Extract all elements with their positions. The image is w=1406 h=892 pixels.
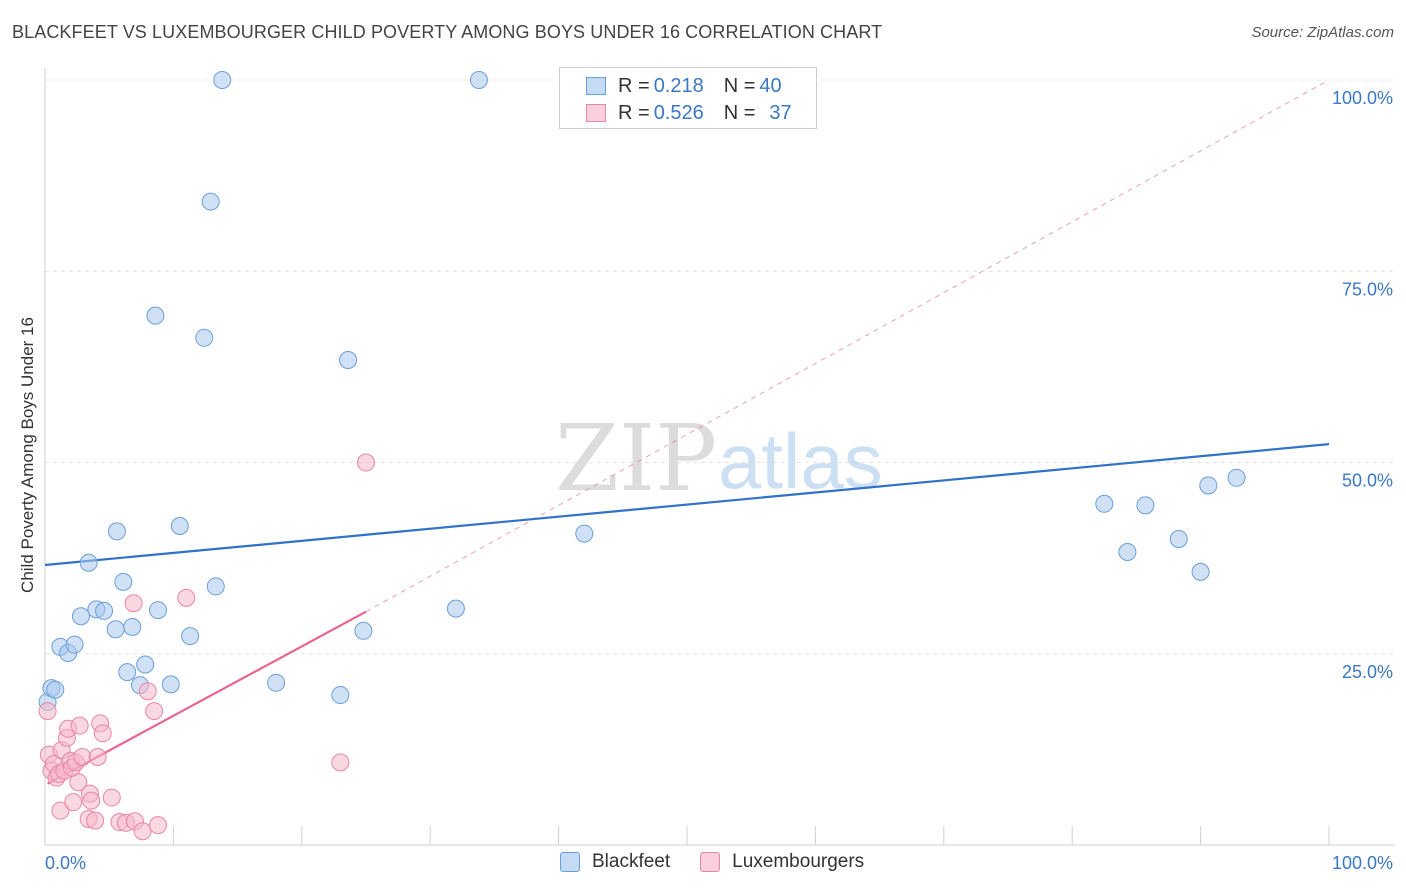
point-blackfeet (123, 617, 142, 636)
point-luxembourgers (357, 453, 375, 472)
point-blackfeet (65, 635, 84, 654)
legend-n-label: N = (723, 74, 756, 97)
legend-r-value: 0.218 (653, 74, 704, 97)
series-legend-label: Blackfeet (592, 851, 671, 872)
point-blackfeet (213, 71, 232, 89)
point-blackfeet (1199, 476, 1218, 495)
point-blackfeet (106, 620, 125, 639)
legend-row-luxembourgers: R = 0.526 N = 37 (586, 101, 792, 125)
point-luxembourgers (138, 682, 157, 701)
point-blackfeet (354, 621, 373, 640)
y-tick-label: 50.0% (1342, 471, 1393, 491)
point-luxembourgers (102, 788, 121, 807)
point-blackfeet (1095, 494, 1114, 513)
series-swatch-luxembourgers (700, 852, 721, 872)
point-blackfeet (181, 627, 200, 646)
point-blackfeet (1191, 562, 1210, 581)
watermark-atlas: atlas (718, 417, 883, 505)
point-blackfeet (170, 516, 189, 535)
point-blackfeet (161, 675, 180, 694)
legend-r-label: R = (618, 101, 650, 124)
point-luxembourgers (64, 793, 83, 812)
grid-lines (45, 79, 1395, 655)
point-luxembourgers (51, 801, 70, 820)
point-blackfeet (148, 601, 167, 620)
point-luxembourgers (70, 716, 89, 735)
legend-n-value: 40 (759, 74, 782, 97)
legend-swatch-luxembourgers (586, 104, 606, 122)
x-tick-label: 0.0% (45, 853, 86, 873)
legend-row-blackfeet: R = 0.218 N = 40 (586, 74, 782, 98)
series-legend-luxembourgers: Luxembourgers (700, 851, 864, 873)
point-luxembourgers (331, 753, 350, 772)
point-blackfeet (71, 607, 90, 626)
point-blackfeet (267, 673, 286, 692)
point-blackfeet (146, 306, 165, 325)
point-luxembourgers (93, 724, 112, 743)
point-blackfeet (95, 601, 114, 620)
trend-extension-1 (365, 79, 1330, 613)
legend-n-label: N = (723, 101, 756, 124)
point-luxembourgers (88, 748, 107, 767)
point-blackfeet (107, 522, 126, 541)
point-blackfeet (1136, 496, 1155, 515)
trend-line-blackfeet (44, 443, 1330, 567)
point-luxembourgers (86, 811, 105, 830)
point-blackfeet (114, 572, 133, 591)
point-luxembourgers (124, 594, 143, 613)
point-blackfeet (201, 192, 220, 211)
stats-legend: R = 0.218 N = 40 R = 0.526 N = 37 (559, 67, 817, 129)
series-legend-blackfeet: Blackfeet (560, 851, 670, 873)
series-legend-label: Luxembourgers (732, 851, 865, 872)
point-blackfeet (79, 553, 98, 572)
y-tick-label: 25.0% (1342, 662, 1393, 682)
source-label: Source: ZipAtlas.com (1251, 24, 1394, 41)
watermark-zip: ZIP (555, 405, 717, 512)
point-blackfeet (136, 655, 155, 674)
y-tick-label: 100.0% (1332, 88, 1393, 108)
point-blackfeet (118, 663, 137, 682)
point-blackfeet (46, 680, 65, 699)
point-blackfeet (331, 686, 350, 705)
y-tick-label: 75.0% (1342, 279, 1393, 299)
series-legend: Blackfeet Luxembourgers (560, 851, 894, 873)
point-luxembourgers (133, 822, 152, 841)
data-points (38, 71, 1246, 841)
point-blackfeet (195, 328, 214, 347)
legend-n-value: 37 (769, 101, 792, 124)
point-blackfeet (1169, 530, 1188, 548)
point-luxembourgers (69, 773, 88, 792)
legend-swatch-blackfeet (586, 77, 606, 95)
point-blackfeet (469, 71, 488, 89)
point-blackfeet (339, 350, 358, 369)
point-luxembourgers (145, 702, 164, 721)
x-tick-label: 100.0% (1332, 853, 1393, 873)
point-blackfeet (446, 599, 465, 618)
point-blackfeet (206, 577, 225, 596)
tick-labels: 25.0% 50.0% 75.0% 100.0% 0.0% 100.0% (45, 88, 1393, 873)
watermark: ZIP atlas (555, 405, 883, 512)
series-swatch-blackfeet (560, 852, 580, 872)
chart-title: BLACKFEET VS LUXEMBOURGER CHILD POVERTY … (12, 22, 883, 42)
legend-r-label: R = (618, 74, 650, 97)
legend-r-value: 0.526 (653, 101, 704, 124)
point-luxembourgers (82, 791, 101, 810)
point-luxembourgers (73, 748, 92, 767)
point-blackfeet (1227, 468, 1246, 487)
point-luxembourgers (177, 588, 196, 607)
point-luxembourgers (148, 816, 167, 835)
point-blackfeet (575, 524, 594, 543)
point-blackfeet (1118, 543, 1137, 562)
point-luxembourgers (38, 702, 57, 721)
